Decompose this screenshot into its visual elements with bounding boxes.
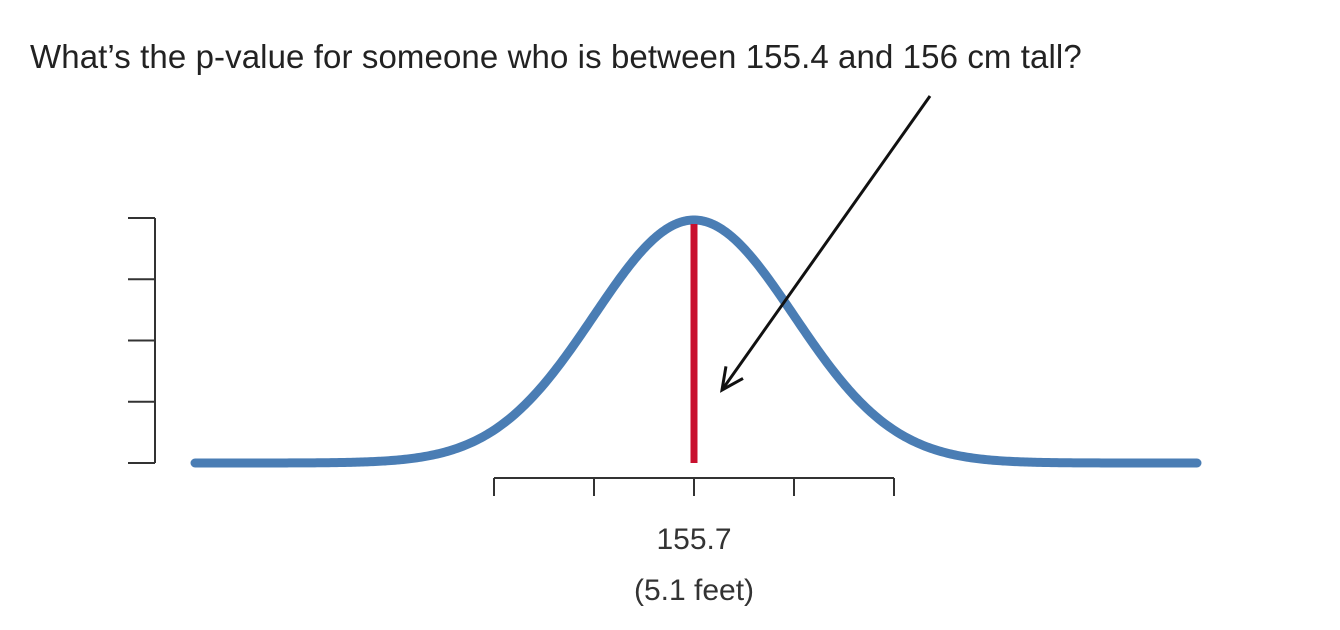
question-text: What’s the p-value for someone who is be…	[30, 38, 1082, 75]
x-axis	[493, 477, 895, 496]
normal-curve	[190, 215, 1202, 468]
x-tick-label-mean: 155.7	[656, 523, 731, 556]
arrow-shaft	[720, 95, 932, 391]
x-tick-label-feet: (5.1 feet)	[634, 574, 754, 607]
annotation-arrow	[720, 95, 932, 393]
y-axis	[128, 217, 156, 464]
arrow-head	[720, 366, 744, 393]
